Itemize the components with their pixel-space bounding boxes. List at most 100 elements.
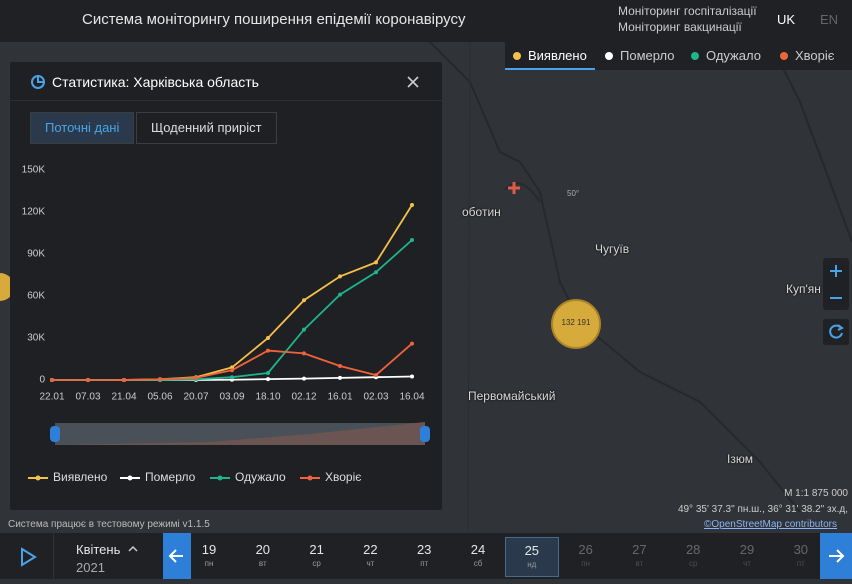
legend-dot [513,52,521,60]
legend-label[interactable]: Хворіє [325,470,361,484]
series-line [52,204,413,381]
chart: 0 30K 60K 90K 120K 150K 22.01 07.03 21.04 05.06 20… [22,165,430,484]
point [266,377,270,382]
next-button[interactable] [820,533,852,579]
nav-link[interactable]: Моніторинг вакцинації [618,20,742,34]
legend-label[interactable]: Померло [145,470,196,484]
lang[interactable]: UK [777,12,796,27]
day-number: 21 [309,542,324,557]
point [410,374,414,379]
legend-marker [307,475,313,481]
range-handle[interactable] [420,426,430,442]
x-tick-label: 16.04 [399,392,424,403]
x-tick-label: 02.03 [363,392,388,403]
x-tick-label: 16.01 [327,392,352,403]
nav-link[interactable]: Моніторинг госпіталізації [618,4,757,18]
weekday: вт [635,559,644,568]
range-handle[interactable] [50,426,60,442]
weekday: пт [796,559,805,568]
tab[interactable]: Щоденний приріст [136,112,277,144]
legend-item[interactable]: Хворіє [780,48,834,63]
graticule-label: 50° [567,189,580,198]
lang[interactable]: EN [820,12,839,27]
year: 2021 [76,560,105,575]
day[interactable]: 23 пт [397,533,451,579]
weekday: нд [527,560,537,569]
day-number: 23 [416,542,432,557]
range-area [55,422,425,445]
y-tick-label: 0 [39,375,45,386]
point [302,351,306,356]
day[interactable]: 21 ср [290,533,344,579]
place-label: Первомайський [468,389,556,403]
day[interactable]: 30 пт [774,533,828,579]
series-line [52,239,413,381]
weekday: пн [204,559,214,568]
point [338,274,342,279]
status: Система працює в тестовому режимі v1.1.5 [8,519,210,530]
place-label: Ізюм [727,452,753,466]
point [410,238,414,242]
weekday: пн [581,559,590,568]
point [122,378,126,382]
legend-item[interactable]: Одужало [691,48,761,63]
point [266,336,270,340]
prev-button[interactable] [163,533,191,579]
legend-item[interactable]: Померло [605,48,675,63]
day[interactable]: 29 чт [720,533,774,579]
legend-marker [127,475,133,481]
legend-label: Виявлено [528,48,587,63]
place-label: Чугуїв [595,242,630,256]
legend-label[interactable]: Виявлено [53,470,108,484]
legend-dot [780,52,788,60]
stats-panel: Статистика: Харківська область Поточні д… [10,62,442,510]
day[interactable]: 19 пн [182,533,236,579]
month-toggle[interactable] [127,544,139,554]
day[interactable]: 24 сб [451,533,505,579]
day-number: 28 [685,542,701,557]
day-number: 30 [793,542,809,557]
point [50,378,54,382]
legend-label[interactable]: Одужало [235,470,286,484]
point [374,260,378,265]
day-number: 22 [363,542,378,557]
play-button[interactable] [18,547,38,567]
close-button[interactable] [406,75,420,89]
legend-item[interactable]: Виявлено [513,48,587,63]
point [230,365,234,370]
map-legend: Виявлено Померло Одужало Хворіє [505,42,852,70]
month[interactable]: Квітень [76,542,121,557]
weekday: чт [366,559,375,568]
y-tick-label: 120K [22,207,46,218]
zoom-controls[interactable] [823,258,849,310]
point [266,348,270,353]
day[interactable]: 20 вт [236,533,290,579]
x-tick-label: 21.04 [111,392,136,403]
weekday: пт [420,559,429,568]
point [338,292,342,297]
day[interactable]: 28 ср [666,533,720,579]
timeline: Квітень 2021 19 пн 20 вт 21 ср 22 чт 23 пт 24 сб 25 н… [0,533,852,579]
day[interactable]: 27 вт [612,533,666,579]
point [302,298,306,303]
day[interactable]: 25 нд [504,537,559,577]
x-tick-label: 18.10 [255,392,280,403]
weekday: сб [473,559,483,568]
x-tick-label: 05.06 [147,392,172,403]
legend-label: Хворіє [795,48,835,63]
day[interactable]: 22 чт [343,533,397,579]
x-tick-label: 22.01 [39,392,64,403]
reset-button[interactable] [823,319,849,345]
place-label: оботин [462,205,501,219]
reset-icon [829,324,844,339]
day-number: 29 [739,542,755,557]
cluster-label[interactable]: 132 191 [561,318,591,327]
series-line [52,342,413,381]
attribution[interactable]: ©OpenStreetMap contributors [704,519,837,530]
point [410,341,414,346]
point [338,364,342,368]
x-tick-label: 07.03 [75,392,100,403]
tab[interactable]: Поточні дані [30,112,135,144]
days: 19 пн 20 вт 21 ср 22 чт 23 пт 24 сб 25 нд 26 пн 27 вт 28 ср… [182,533,820,579]
day[interactable]: 26 пн [559,533,613,579]
